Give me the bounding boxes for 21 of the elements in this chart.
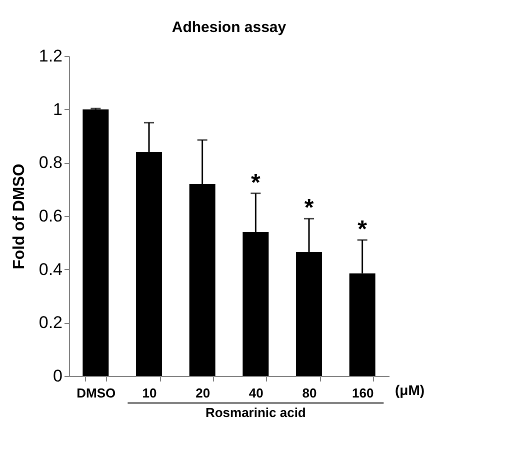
text: (μM) xyxy=(395,382,425,398)
y-tick-label: 1.2 xyxy=(38,46,62,66)
bar xyxy=(82,109,109,376)
y-tick-label: 0.8 xyxy=(38,153,62,172)
x-axis-title: Rosmarinic acid xyxy=(205,405,306,420)
data-label: * xyxy=(304,194,314,222)
y-tick-label: 1 xyxy=(53,100,62,119)
y-tick-label: 0.6 xyxy=(38,206,62,226)
y-tick-label: 0.4 xyxy=(38,260,62,279)
y-tick-label: 0 xyxy=(53,366,62,386)
x-tick-label: 10 xyxy=(142,386,157,400)
data-label: * xyxy=(250,169,261,196)
x-tick-label: 160 xyxy=(352,386,374,400)
x-tick-label: 20 xyxy=(196,386,210,400)
y-axis-title: Fold of DMSO xyxy=(10,164,28,270)
x-tick-label: 80 xyxy=(302,386,317,400)
x-tick-label: 40 xyxy=(248,386,264,400)
data-label: * xyxy=(358,216,368,243)
chart-title: Adhesion assay xyxy=(172,19,287,36)
y-tick-label: 0.2 xyxy=(38,313,62,332)
x-tick-label: DMSO xyxy=(76,386,116,400)
